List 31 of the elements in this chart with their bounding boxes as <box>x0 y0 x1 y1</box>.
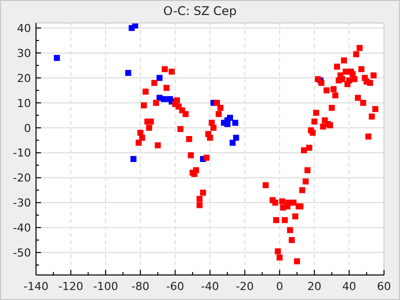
y-tick-label: -50 <box>13 246 31 260</box>
x-tick-label: -40 <box>201 280 219 293</box>
y-tick-label: 40 <box>17 22 31 35</box>
y-tick-label: 20 <box>17 72 31 85</box>
chart-title: O-C: SZ Cep <box>163 4 237 18</box>
point <box>54 54 60 61</box>
y-tick-label: 0 <box>24 122 31 135</box>
x-tick-label: -80 <box>131 280 150 293</box>
point <box>125 70 132 76</box>
point <box>230 140 236 146</box>
point <box>156 74 163 81</box>
y-tick-label: -10 <box>13 146 31 160</box>
y-tick-label: -30 <box>13 196 31 210</box>
x-tick-label: -20 <box>236 280 254 293</box>
y-tick-label: -20 <box>13 172 31 185</box>
point <box>224 121 230 128</box>
y-tick-label: 10 <box>17 96 31 110</box>
x-tick-label: 20 <box>307 280 322 293</box>
x-tick-label: -100 <box>93 280 118 293</box>
x-tick-label: -140 <box>24 280 48 293</box>
x-tick-label: -120 <box>58 280 84 293</box>
point <box>130 156 136 162</box>
point <box>233 134 240 141</box>
point <box>160 96 167 102</box>
x-tick-label: 60 <box>377 280 391 293</box>
x-tick-label: 0 <box>276 280 284 293</box>
x-tick-label: -60 <box>166 280 184 293</box>
y-tick-label: -40 <box>13 222 31 235</box>
point <box>232 120 238 126</box>
y-tick-label: 30 <box>17 46 31 60</box>
x-tick-label: 40 <box>342 280 356 293</box>
